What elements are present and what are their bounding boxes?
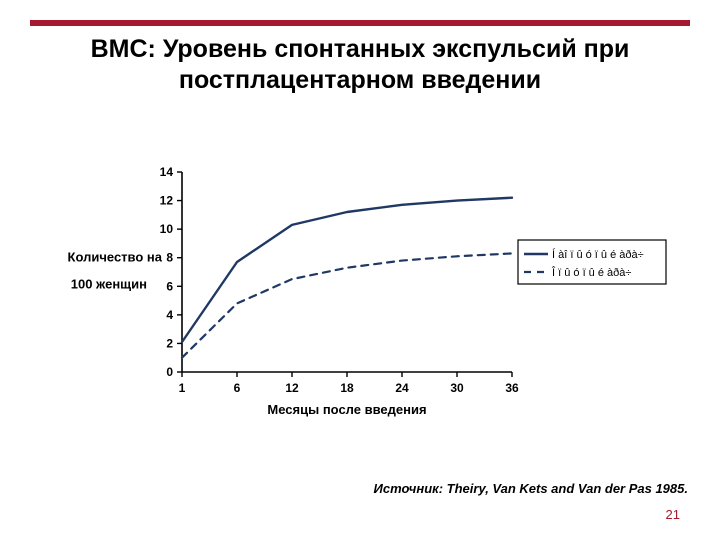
x-tick-label: 36 [505, 381, 519, 395]
x-tick-label: 30 [450, 381, 464, 395]
y-axis-label-line2: 100 женщин [71, 276, 147, 291]
y-tick-label: 6 [166, 279, 173, 293]
y-tick-label: 12 [160, 194, 174, 208]
source-citation: Источник: Theiry, Van Kets and Van der P… [374, 481, 689, 496]
x-tick-label: 6 [234, 381, 241, 395]
x-tick-label: 1 [179, 381, 186, 395]
y-tick-label: 10 [160, 222, 174, 236]
y-tick-label: 4 [166, 308, 173, 322]
y-axis-label-line1: Количество на [68, 250, 163, 265]
header-rule [30, 20, 690, 26]
page-title: ВМС: Уровень спонтанных экспульсий при п… [50, 34, 670, 95]
y-tick-label: 8 [166, 251, 173, 265]
chart-area: 02468101214161218243036Количество на100 … [52, 160, 668, 430]
y-tick-label: 2 [166, 336, 173, 350]
y-tick-label: 0 [166, 365, 173, 379]
legend-label-0: Í àî ï û ó ï û é àðà÷ [552, 248, 644, 261]
y-tick-label: 14 [160, 165, 174, 179]
x-tick-label: 18 [340, 381, 354, 395]
x-axis-label: Месяцы после введения [267, 402, 426, 417]
x-tick-label: 12 [285, 381, 299, 395]
slide: ВМС: Уровень спонтанных экспульсий при п… [0, 0, 720, 540]
series-line-0 [182, 198, 512, 342]
page-number: 21 [666, 507, 680, 522]
x-tick-label: 24 [395, 381, 409, 395]
chart-svg: 02468101214161218243036Количество на100 … [52, 160, 668, 430]
legend-label-1: Î ï û ó ï û é àðà÷ [551, 266, 631, 279]
